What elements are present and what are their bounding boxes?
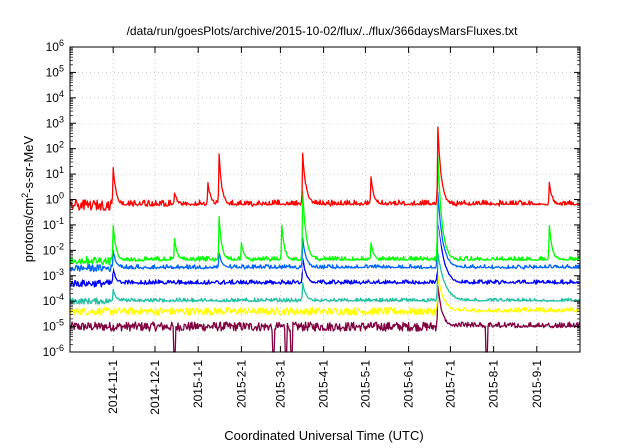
x-tick-label: 2015-3-1 <box>273 360 287 408</box>
y-tick-label: 100 <box>46 191 64 207</box>
x-tick-label: 2015-5-1 <box>358 360 372 408</box>
y-tick-label: 10-1 <box>43 216 64 232</box>
x-axis-label: Coordinated Universal Time (UTC) <box>224 428 423 443</box>
y-axis-label: protons/cm2-s-sr-MeV <box>20 135 36 262</box>
x-tick-label: 2015-2-1 <box>234 360 248 408</box>
x-tick-label: 2015-4-1 <box>317 360 331 408</box>
y-tick-label: 10-2 <box>43 241 64 257</box>
series-line <box>69 126 581 211</box>
y-tick-label: 10-5 <box>43 318 64 334</box>
series-line <box>69 209 581 278</box>
y-tick-label: 106 <box>46 38 64 54</box>
axis-ticks: 10-6 10-5 10-4 10-3 10-2 10-1 100 101 102 103 104 1… <box>43 38 580 415</box>
y-tick-label: 10-3 <box>43 267 64 283</box>
y-tick-label: 102 <box>46 140 64 156</box>
series-line <box>69 274 581 316</box>
series-line <box>69 155 581 266</box>
x-tick-label: 2015-8-1 <box>487 360 501 408</box>
x-tick-label: 2015-1-1 <box>191 360 205 408</box>
y-tick-label: 101 <box>46 165 64 181</box>
series-line <box>69 191 581 273</box>
x-tick-label: 2015-7-1 <box>443 360 457 408</box>
x-tick-label: 2015-6-1 <box>402 360 416 408</box>
x-tick-label: 2015-9-1 <box>530 360 544 408</box>
x-tick-label: 2014-11-1 <box>106 360 120 414</box>
chart-title: /data/run/goesPlots/archive/2015-10-02/f… <box>127 24 519 38</box>
series-line <box>69 285 581 353</box>
y-tick-label: 10-6 <box>43 343 64 359</box>
series-group <box>69 126 581 353</box>
y-tick-label: 105 <box>46 63 64 79</box>
x-tick-label: 2014-12-1 <box>148 360 162 415</box>
y-tick-label: 104 <box>46 89 64 105</box>
y-tick-label: 10-4 <box>43 292 64 308</box>
y-tick-label: 103 <box>46 114 64 130</box>
series-line <box>69 212 581 288</box>
series-line <box>69 252 581 305</box>
grid <box>70 47 580 352</box>
